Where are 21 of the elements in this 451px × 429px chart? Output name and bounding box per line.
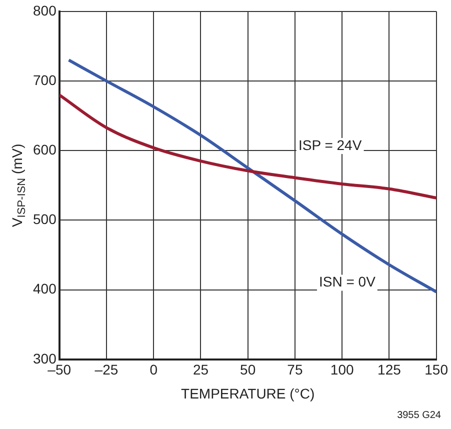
- series-label: ISN = 0V: [318, 274, 376, 290]
- x-tick-label: 0: [150, 362, 158, 378]
- y-tick-label: 600: [33, 141, 57, 158]
- y-tick-label: 800: [33, 2, 57, 18]
- text: 3955 G24: [397, 410, 441, 421]
- series-label: ISP = 24V: [298, 136, 362, 153]
- x-tick-label: 100: [330, 362, 354, 378]
- x-tick-label: 25: [192, 362, 209, 378]
- x-tick-label: 75: [287, 362, 303, 378]
- x-tick-label: 125: [378, 362, 402, 378]
- y-tick-label: 500: [33, 211, 57, 228]
- x-axis-title: TEMPERATURE (°C): [181, 385, 315, 402]
- x-tick-label: 150: [424, 362, 448, 378]
- y-axis-title: VISP-ISN (mV): [8, 144, 28, 228]
- x-tick-label: 50: [240, 362, 256, 378]
- y-tick-label: 400: [33, 280, 57, 297]
- x-tick-label: –25: [94, 362, 118, 378]
- line-series: [59, 93, 436, 200]
- y-tick-label: 700: [33, 72, 57, 88]
- y-tick-label: 300: [33, 350, 57, 366]
- line-series: [67, 58, 436, 294]
